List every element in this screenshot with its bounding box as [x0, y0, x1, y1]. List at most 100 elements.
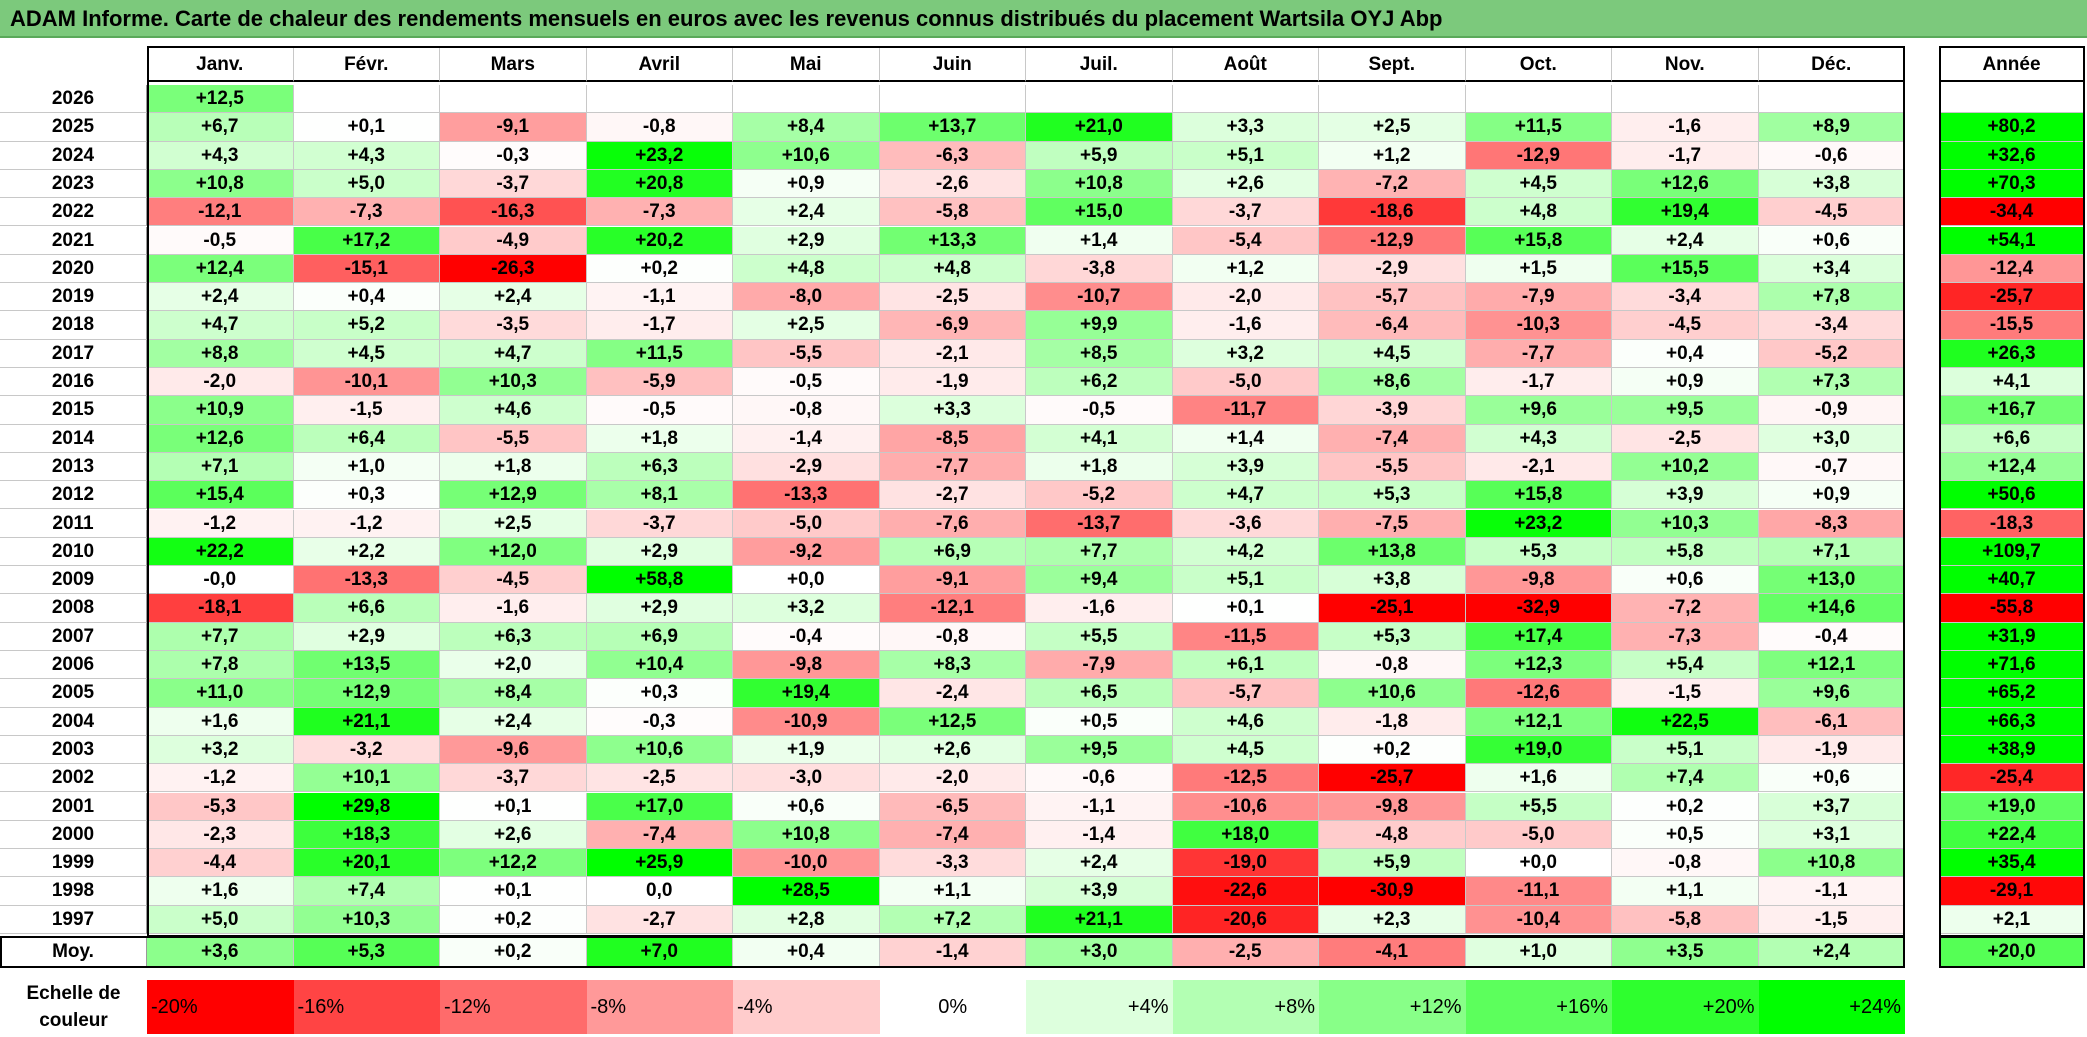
heatmap-cell: +0,6: [1612, 566, 1759, 595]
heatmap-cell: +4,5: [1319, 339, 1466, 368]
heatmap-cell: -7,7: [879, 452, 1026, 482]
heatmap-cell: -0,6: [1758, 141, 1905, 170]
heatmap-cell: -13,3: [293, 566, 440, 595]
heatmap-cell: +4,8: [733, 254, 880, 284]
heatmap-cell: -3,7: [1172, 198, 1319, 227]
year-label: 2019: [0, 283, 147, 312]
average-cell: +7,0: [586, 937, 733, 967]
month-header: Déc.: [1758, 48, 1905, 82]
heatmap-cell: +9,9: [1026, 311, 1173, 340]
heatmap-cell: +13,7: [879, 113, 1026, 142]
heatmap-cell: +10,8: [733, 820, 880, 850]
heatmap-cell: -7,9: [1026, 651, 1173, 680]
heatmap-cell: +0,2: [440, 905, 587, 934]
year-label: 2017: [0, 339, 147, 368]
year-label: 1998: [0, 877, 147, 906]
year-label: 2018: [0, 311, 147, 340]
heatmap-cell: +10,8: [1758, 849, 1905, 878]
year-label: 2022: [0, 198, 147, 227]
heatmap-cell: +4,2: [1172, 537, 1319, 567]
heatmap-cell: -7,4: [1319, 424, 1466, 453]
year-label: 2012: [0, 481, 147, 510]
heatmap-cell: +0,4: [293, 283, 440, 312]
heatmap-cell: +2,9: [586, 594, 733, 623]
annual-cell: +66,3: [1939, 707, 2085, 736]
color-scale-swatch: +4%: [1026, 980, 1173, 1034]
heatmap-cell: +5,3: [1319, 622, 1466, 651]
heatmap-cell: -0,8: [586, 113, 733, 142]
year-label: 2026: [0, 85, 147, 114]
heatmap-cell: +1,6: [147, 707, 294, 736]
heatmap-cell: +0,1: [293, 113, 440, 142]
heatmap-cell: +19,0: [1465, 735, 1612, 765]
heatmap-cell: -2,9: [733, 452, 880, 482]
heatmap-cell: +10,9: [147, 396, 294, 425]
heatmap-cell: +7,8: [147, 651, 294, 680]
heatmap-cell: -1,2: [147, 764, 294, 793]
heatmap-cell: -7,6: [879, 509, 1026, 538]
heatmap-cell: +9,5: [1612, 396, 1759, 425]
heatmap-cell: -2,5: [586, 764, 733, 793]
heatmap-cell: +8,5: [1026, 339, 1173, 368]
heatmap-cell: [1319, 85, 1466, 114]
heatmap-cell: +13,0: [1758, 566, 1905, 595]
heatmap-cell: +8,4: [440, 679, 587, 708]
heatmap-cell: +1,2: [1319, 141, 1466, 170]
heatmap-cell: -2,7: [586, 905, 733, 934]
heatmap-cell: +0,4: [1612, 339, 1759, 368]
heatmap-cell: +5,9: [1319, 849, 1466, 878]
heatmap-cell: +17,0: [586, 792, 733, 821]
heatmap-cell: +5,9: [1026, 141, 1173, 170]
heatmap-cell: +5,8: [1612, 537, 1759, 567]
heatmap-cell: +6,3: [440, 622, 587, 651]
heatmap-cell: -16,3: [440, 198, 587, 227]
heatmap-cell: -0,4: [1758, 622, 1905, 651]
year-label: 2015: [0, 396, 147, 425]
heatmap-cell: +0,6: [733, 792, 880, 821]
heatmap-cell: -12,1: [879, 594, 1026, 623]
annual-cell: +16,7: [1939, 396, 2085, 425]
heatmap-cell: +4,7: [147, 311, 294, 340]
year-label: 2001: [0, 792, 147, 821]
heatmap-cell: +19,4: [1612, 198, 1759, 227]
average-cell: +3,5: [1612, 937, 1759, 967]
heatmap-cell: +4,7: [1172, 481, 1319, 510]
heatmap-cell: -30,9: [1319, 877, 1466, 906]
heatmap-cell: -2,9: [1319, 254, 1466, 284]
heatmap-cell: +2,4: [147, 283, 294, 312]
heatmap-cell: -1,6: [1612, 113, 1759, 142]
heatmap-cell: -7,5: [1319, 509, 1466, 538]
heatmap-cell: -9,1: [879, 566, 1026, 595]
heatmap-cell: -25,1: [1319, 594, 1466, 623]
heatmap-cell: +3,3: [1172, 113, 1319, 142]
year-label: 2008: [0, 594, 147, 623]
heatmap-cell: -10,6: [1172, 792, 1319, 821]
heatmap-cell: +1,4: [1172, 424, 1319, 453]
heatmap-cell: +3,8: [1319, 566, 1466, 595]
heatmap-cell: -3,6: [1172, 509, 1319, 538]
heatmap-cell: +0,3: [586, 679, 733, 708]
heatmap-cell: -2,0: [879, 764, 1026, 793]
heatmap-cell: +8,8: [147, 339, 294, 368]
year-label: 2021: [0, 226, 147, 255]
heatmap-cell: +10,8: [1026, 169, 1173, 199]
color-scale-swatch: +12%: [1319, 980, 1466, 1034]
heatmap-cell: -8,0: [733, 283, 880, 312]
heatmap-cell: +7,7: [147, 622, 294, 651]
color-scale-swatch: +20%: [1612, 980, 1759, 1034]
heatmap-cell: +3,3: [879, 396, 1026, 425]
heatmap-cell: -12,1: [147, 198, 294, 227]
heatmap-cell: -1,5: [1758, 905, 1905, 934]
heatmap-cell: -7,4: [586, 820, 733, 850]
color-scale-swatch: 0%: [879, 980, 1026, 1034]
heatmap-cell: -18,6: [1319, 198, 1466, 227]
heatmap-cell: -3,2: [293, 735, 440, 765]
heatmap-cell: [440, 85, 587, 114]
heatmap-cell: +0,2: [1612, 792, 1759, 821]
heatmap-cell: +22,2: [147, 537, 294, 567]
heatmap-cell: -0,9: [1758, 396, 1905, 425]
heatmap-cell: +2,4: [440, 283, 587, 312]
heatmap-cell: +18,3: [293, 820, 440, 850]
heatmap-cell: +10,3: [1612, 509, 1759, 538]
heatmap-cell: +10,1: [293, 764, 440, 793]
